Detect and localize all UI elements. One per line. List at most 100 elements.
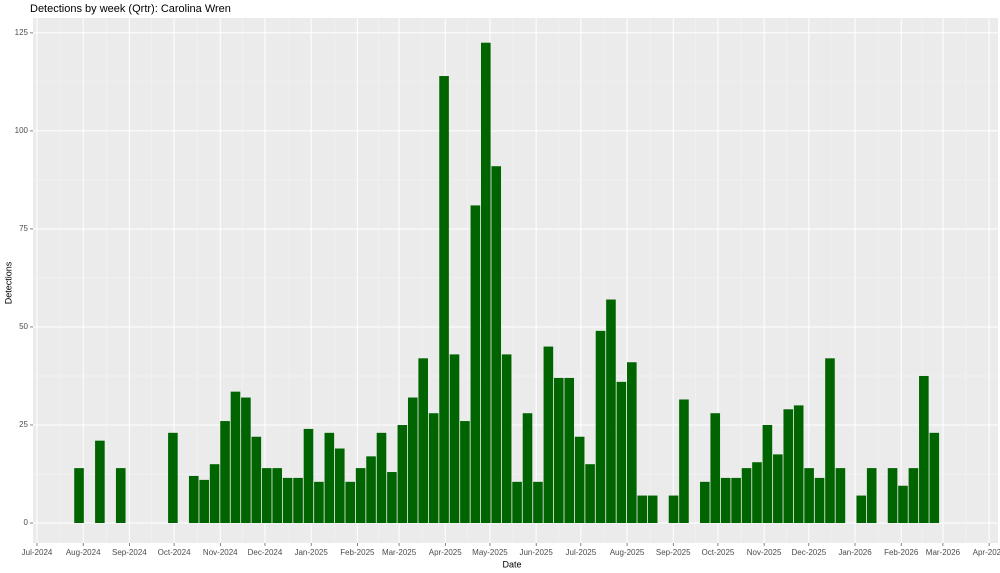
x-tick-label: Jan-2026: [838, 548, 872, 557]
bar: [741, 468, 752, 524]
bar: [668, 495, 679, 524]
bar: [95, 440, 105, 524]
bar: [720, 477, 731, 524]
bar: [574, 436, 585, 524]
bar: [585, 464, 595, 524]
plot-panel: [33, 18, 998, 543]
bar: [522, 413, 533, 524]
bar: [470, 205, 481, 524]
bar: [773, 454, 783, 524]
bar: [908, 468, 919, 524]
bar: [449, 354, 460, 524]
y-tick-label: 25: [19, 420, 28, 429]
x-tick-label: Feb-2025: [340, 548, 375, 557]
y-tick-label: 100: [15, 126, 29, 135]
bar: [835, 468, 846, 524]
x-tick-label: Jan-2025: [294, 548, 328, 557]
bar: [710, 413, 721, 524]
chart-title: Detections by week (Qrtr): Carolina Wren: [30, 3, 231, 15]
bar: [220, 421, 230, 524]
bar: [919, 375, 929, 524]
bar: [491, 166, 502, 524]
x-tick-label: Jul-2024: [22, 548, 53, 557]
bar: [241, 397, 251, 524]
bar: [887, 468, 898, 524]
x-tick-label: Jun-2025: [519, 548, 553, 557]
bar: [355, 468, 366, 524]
x-tick-label: Jul-2025: [566, 548, 597, 557]
x-tick-label: Apr-2025: [429, 548, 462, 557]
bar: [627, 362, 637, 524]
bar: [793, 405, 804, 524]
bar: [460, 421, 470, 524]
x-tick-label: Oct-2024: [158, 548, 191, 557]
bar: [251, 436, 262, 524]
bar: [553, 377, 564, 524]
bar: [804, 468, 814, 524]
y-axis-title: Detections: [3, 261, 13, 304]
x-tick-label: Nov-2025: [747, 548, 782, 557]
bar: [428, 413, 439, 524]
bar: [647, 495, 658, 524]
x-tick-label: Apr-2026: [973, 548, 1000, 557]
bar: [303, 428, 314, 524]
x-tick-label: May-2025: [472, 548, 508, 557]
bar: [480, 42, 491, 524]
x-tick-label: Aug-2024: [66, 548, 101, 557]
bar: [731, 477, 741, 524]
bar: [418, 358, 429, 524]
bar: [387, 472, 397, 524]
x-tick-label: Mar-2026: [926, 548, 961, 557]
bar: [595, 330, 606, 524]
bar: [376, 432, 387, 524]
bar: [825, 358, 835, 524]
bar: [345, 481, 355, 524]
bar: [512, 481, 522, 524]
bar: [616, 381, 627, 524]
bar: [74, 468, 84, 524]
bar: [543, 346, 554, 524]
bar: [783, 409, 794, 524]
x-tick-label: Dec-2025: [791, 548, 826, 557]
bar: [314, 481, 324, 524]
x-tick-label: Dec-2024: [248, 548, 283, 557]
bar: [814, 477, 825, 524]
bar: [533, 481, 543, 524]
y-tick-label: 50: [19, 322, 28, 331]
x-tick-label: Sep-2025: [656, 548, 691, 557]
x-tick-label: Aug-2025: [610, 548, 645, 557]
bar: [230, 391, 241, 524]
bar: [293, 477, 303, 524]
bar: [168, 432, 178, 524]
bar: [209, 464, 220, 524]
y-tick-label: 0: [24, 518, 29, 527]
bar: [282, 477, 293, 524]
y-tick-label: 125: [15, 28, 29, 37]
bar: [700, 481, 710, 524]
bar: [606, 299, 616, 524]
bar: [272, 468, 282, 524]
bar: [439, 76, 449, 524]
x-tick-label: Sep-2024: [112, 548, 147, 557]
bar: [188, 475, 199, 524]
bar: [397, 424, 408, 524]
x-tick-label: Nov-2024: [203, 548, 238, 557]
bar: [929, 432, 940, 524]
bar: [856, 495, 867, 524]
x-tick-label: Oct-2025: [701, 548, 734, 557]
bar: [752, 462, 762, 524]
bar: [261, 468, 272, 524]
bar: [407, 397, 418, 524]
bar: [898, 485, 908, 524]
y-tick-label: 75: [19, 224, 28, 233]
bar: [637, 495, 648, 524]
bar: [324, 432, 335, 524]
bar: [115, 468, 126, 524]
bar: [366, 456, 376, 524]
bar: [334, 448, 345, 524]
x-tick-label: Feb-2026: [884, 548, 919, 557]
x-axis-title: Date: [502, 559, 521, 569]
bar: [679, 399, 689, 524]
x-tick-label: Mar-2025: [382, 548, 417, 557]
